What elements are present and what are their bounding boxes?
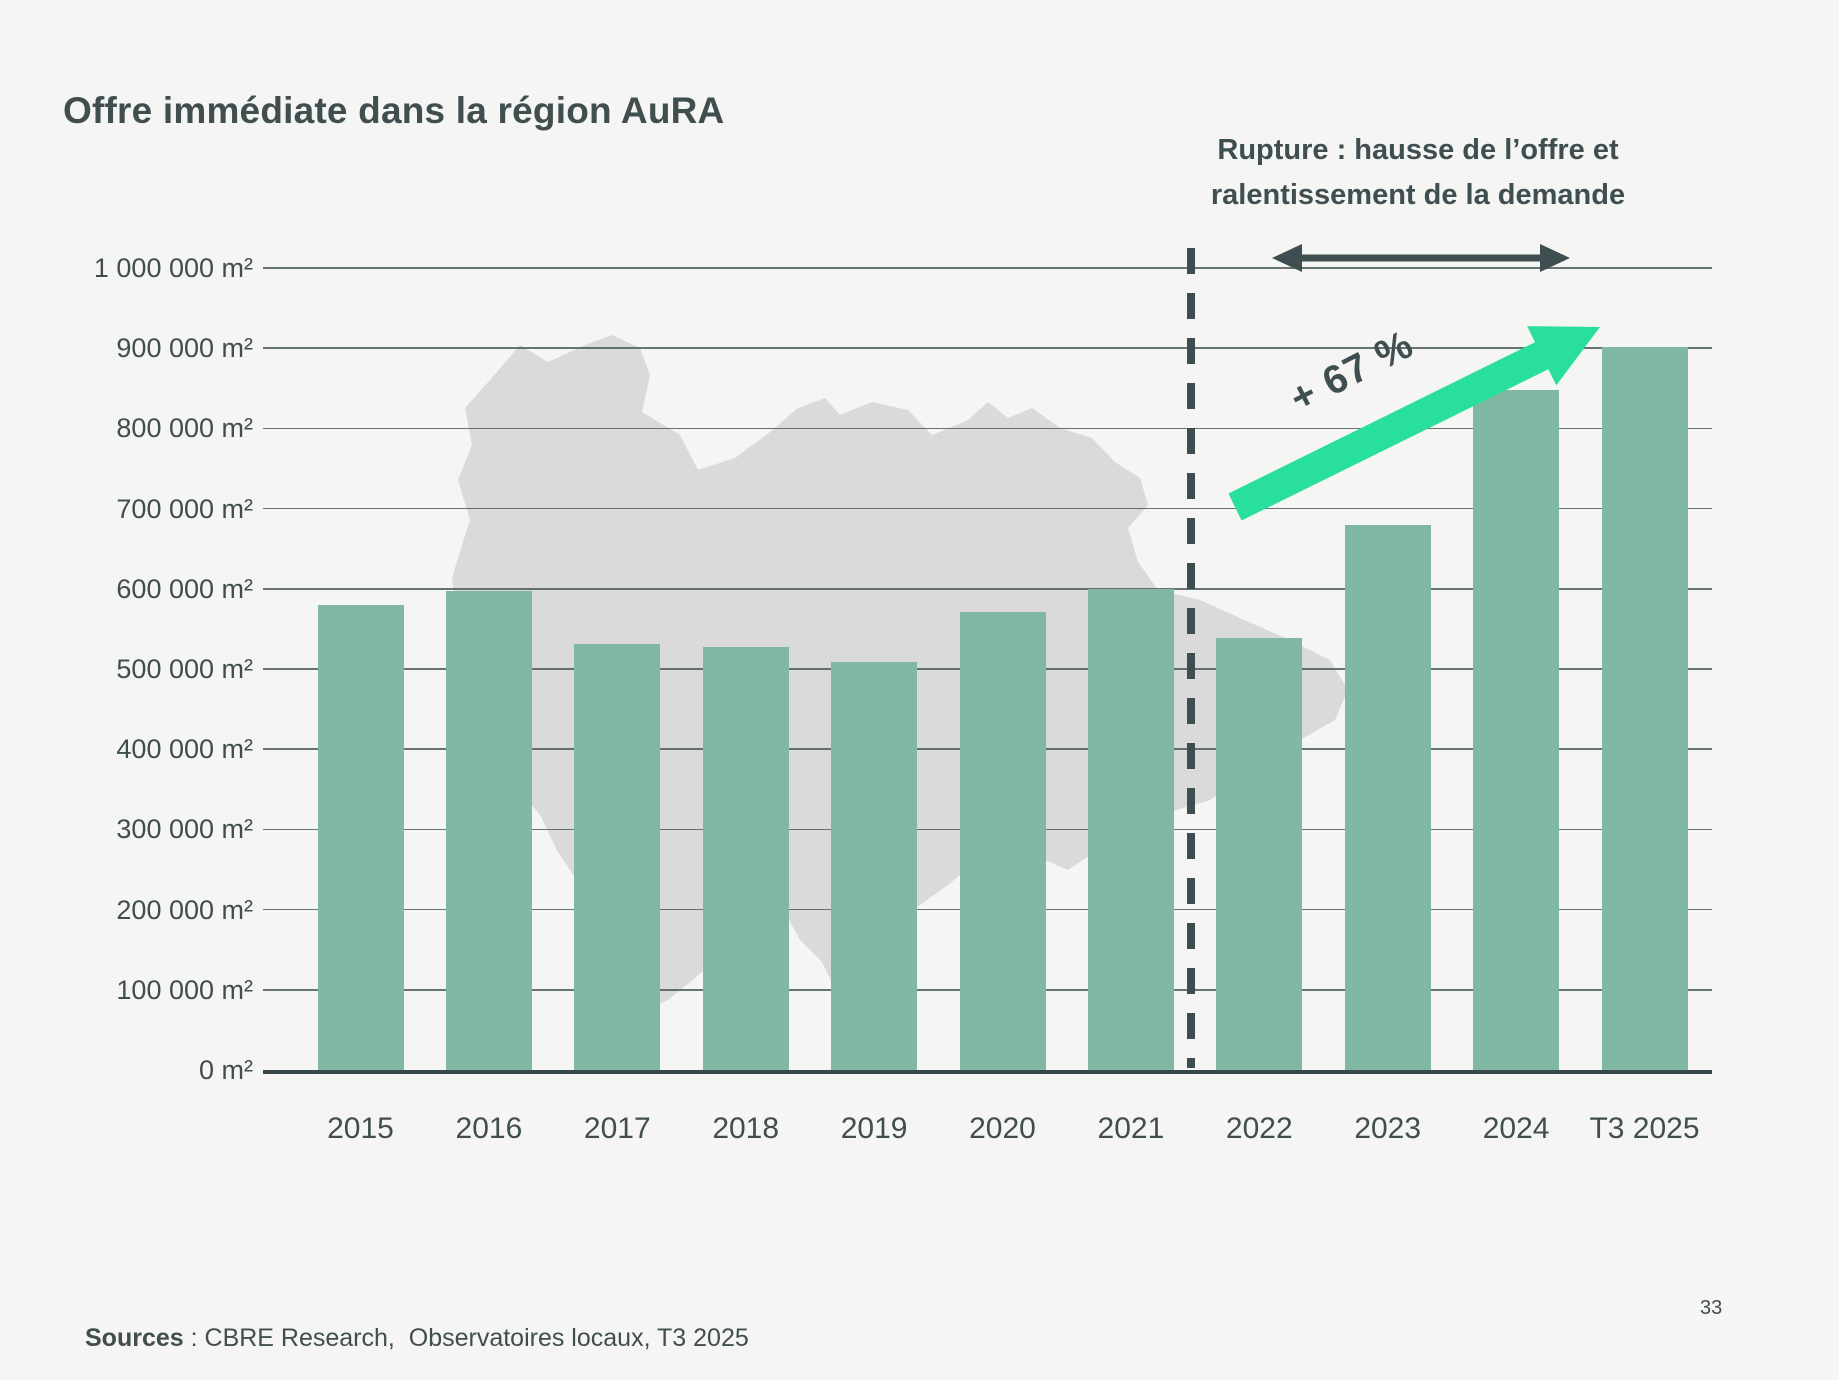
y-axis-tick-label: 900 000 m² xyxy=(116,333,253,364)
y-axis-tick-label: 0 m² xyxy=(199,1055,253,1085)
x-axis-tick-label: 2020 xyxy=(969,1112,1036,1145)
gridline xyxy=(263,588,1712,590)
x-axis-tick-label: 2018 xyxy=(712,1112,780,1145)
x-axis-tick-label: 2024 xyxy=(1482,1112,1550,1145)
bar-t3-2025 xyxy=(1601,347,1688,1070)
chart-title: Offre immédiate dans la région AuRA xyxy=(63,90,725,131)
x-axis-tick-label: T3 2025 xyxy=(1589,1112,1700,1145)
bar-2019 xyxy=(831,661,918,1070)
x-axis-tick-label: 2016 xyxy=(455,1112,523,1145)
y-axis-tick-label: 500 000 m² xyxy=(116,654,253,684)
bar-2023 xyxy=(1344,525,1431,1070)
y-axis-tick-label: 100 000 m² xyxy=(116,974,253,1005)
x-axis-tick-label: 2022 xyxy=(1225,1112,1293,1145)
y-axis-tick-label: 600 000 m² xyxy=(116,573,253,604)
bar-2015 xyxy=(317,604,404,1070)
bar-2021 xyxy=(1087,588,1174,1070)
bar-2016 xyxy=(445,591,532,1070)
gridline xyxy=(263,347,1712,349)
y-axis-tick-label: 800 000 m² xyxy=(116,413,253,444)
bar-2017 xyxy=(574,644,661,1070)
y-axis-tick-label: 1 000 000 m² xyxy=(93,253,253,283)
x-axis-line xyxy=(263,1070,1712,1074)
rupture-annotation-line2: ralentissement de la demande xyxy=(1210,179,1626,211)
gridline xyxy=(263,267,1712,269)
y-axis-tick-label: 400 000 m² xyxy=(116,734,253,765)
y-axis-tick-label: 300 000 m² xyxy=(116,814,253,845)
rupture-annotation-line1: Rupture : hausse de l’offre et xyxy=(1217,134,1619,166)
y-axis-tick-label: 700 000 m² xyxy=(116,493,253,524)
bar-2020 xyxy=(959,612,1046,1070)
x-axis-tick-label: 2019 xyxy=(840,1112,908,1145)
y-axis-tick-label: 200 000 m² xyxy=(116,894,253,925)
bar-2018 xyxy=(702,647,789,1070)
x-axis-tick-label: 2017 xyxy=(583,1112,651,1145)
rupture-annotation: Rupture : hausse de l’offre et ralentiss… xyxy=(1103,128,1733,218)
x-axis-tick-label: 2023 xyxy=(1354,1112,1422,1145)
page-number: 33 xyxy=(1700,1297,1723,1319)
x-axis-tick-label: 2015 xyxy=(327,1112,394,1145)
sources-label: Sources xyxy=(85,1324,184,1352)
sources-detail: : CBRE Research, Observatoires locaux, T… xyxy=(183,1324,749,1352)
bar-2022 xyxy=(1216,637,1303,1070)
gridline xyxy=(263,507,1712,510)
sources-text: Sources : CBRE Research, Observatoires l… xyxy=(85,1324,749,1353)
bar-2024 xyxy=(1473,389,1560,1070)
gridline xyxy=(263,427,1712,430)
x-axis-tick-label: 2021 xyxy=(1097,1112,1165,1145)
